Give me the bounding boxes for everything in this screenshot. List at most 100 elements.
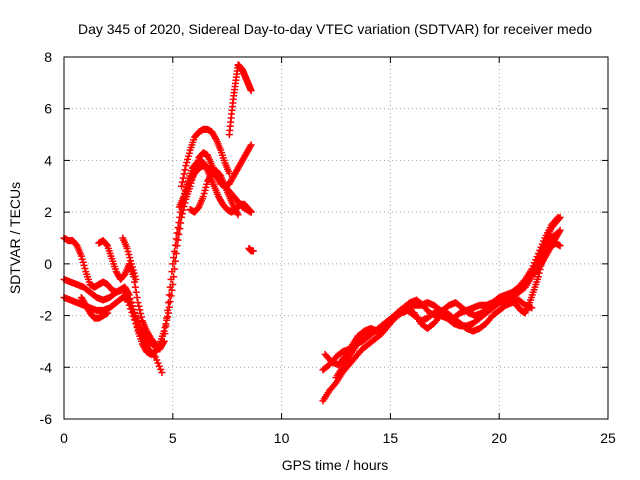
series-arc-s [530,226,564,278]
data-point [119,286,127,294]
data-point [178,178,186,186]
grid-lines [64,57,608,419]
data-point [127,260,135,268]
data-point [247,87,255,95]
data-point [181,186,189,194]
data-point [78,255,86,263]
data-point [164,313,172,321]
data-point [127,299,135,307]
data-point [80,261,88,269]
data-point [556,242,564,250]
data-point [201,186,209,194]
data-point [158,368,166,376]
data-point [164,309,172,317]
data-point [181,190,189,198]
data-point [130,269,138,277]
data-point [211,134,219,142]
data-point [497,296,505,304]
y-tick-label: 4 [44,152,52,168]
series-arc-p [332,296,536,382]
y-tick-label: -2 [40,308,53,324]
x-tick-label: 15 [383,430,399,446]
data-point [181,166,189,174]
data-point [177,219,185,227]
series-arc-h [178,125,233,190]
data-point [182,183,190,191]
data-point [247,208,255,216]
data-point [165,303,173,311]
series-arc-j [186,167,242,219]
data-point [131,308,139,316]
data-point [233,209,241,217]
data-point [178,182,186,190]
data-point [137,313,145,321]
axis-ticks: 0 5 10 15 20 25 -6 -4 -2 0 2 4 6 8 [40,49,616,446]
data-point [534,273,542,281]
data-point [125,251,133,259]
data-point [168,286,176,294]
data-point [169,281,177,289]
data-point [136,306,144,314]
chart-title: Day 345 of 2020, Sidereal Day-to-day VTE… [78,21,592,37]
data-point [171,265,179,273]
data-point [126,254,134,262]
data-point [124,247,132,255]
series-arc-d [77,293,112,322]
data-point [79,258,87,266]
series-arc-g [151,141,255,356]
x-tick-label: 5 [169,430,177,446]
data-point [175,230,183,238]
data-point [131,272,139,280]
y-tick-label: -6 [40,411,53,427]
data-point [132,312,140,320]
data-point [161,323,169,331]
y-tick-label: 2 [44,204,52,220]
plot-frame [63,56,609,420]
data-point [166,298,174,306]
data-point [249,247,257,255]
data-point [184,152,192,160]
data-point [555,214,563,222]
data-point [182,162,190,170]
data-point [234,211,242,219]
data-point [173,242,181,250]
data-point [170,254,178,262]
data-point [132,275,140,283]
data-point [162,320,170,328]
data-point [180,170,188,178]
data-point [160,327,168,335]
data-point [555,228,563,236]
y-tick-label: 6 [44,101,52,117]
data-point [167,292,175,300]
data-point [127,257,135,265]
data-point [150,351,158,359]
y-tick-label: 0 [44,256,52,272]
x-axis-label: GPS time / hours [282,457,389,473]
data-point [128,302,136,310]
data-point [183,180,191,188]
data-point [153,356,161,364]
data-point [129,266,137,274]
data-point [123,244,131,252]
x-tick-label: 0 [60,430,68,446]
data-point [331,380,339,388]
data-point [154,359,162,367]
data-point [184,155,192,163]
data-point [155,342,163,350]
series-arc-b [60,275,166,376]
data-point [178,213,186,221]
data-point [170,273,178,281]
data-point [178,210,186,218]
data-point [171,257,179,265]
data-point [128,263,136,271]
data-point [155,362,163,370]
y-tick-label: 8 [44,49,52,65]
x-tick-label: 25 [600,430,616,446]
data-point [180,193,188,201]
data-point [174,236,182,244]
data-point [556,226,564,234]
series-arc-r [530,213,564,273]
data-point [125,296,133,304]
